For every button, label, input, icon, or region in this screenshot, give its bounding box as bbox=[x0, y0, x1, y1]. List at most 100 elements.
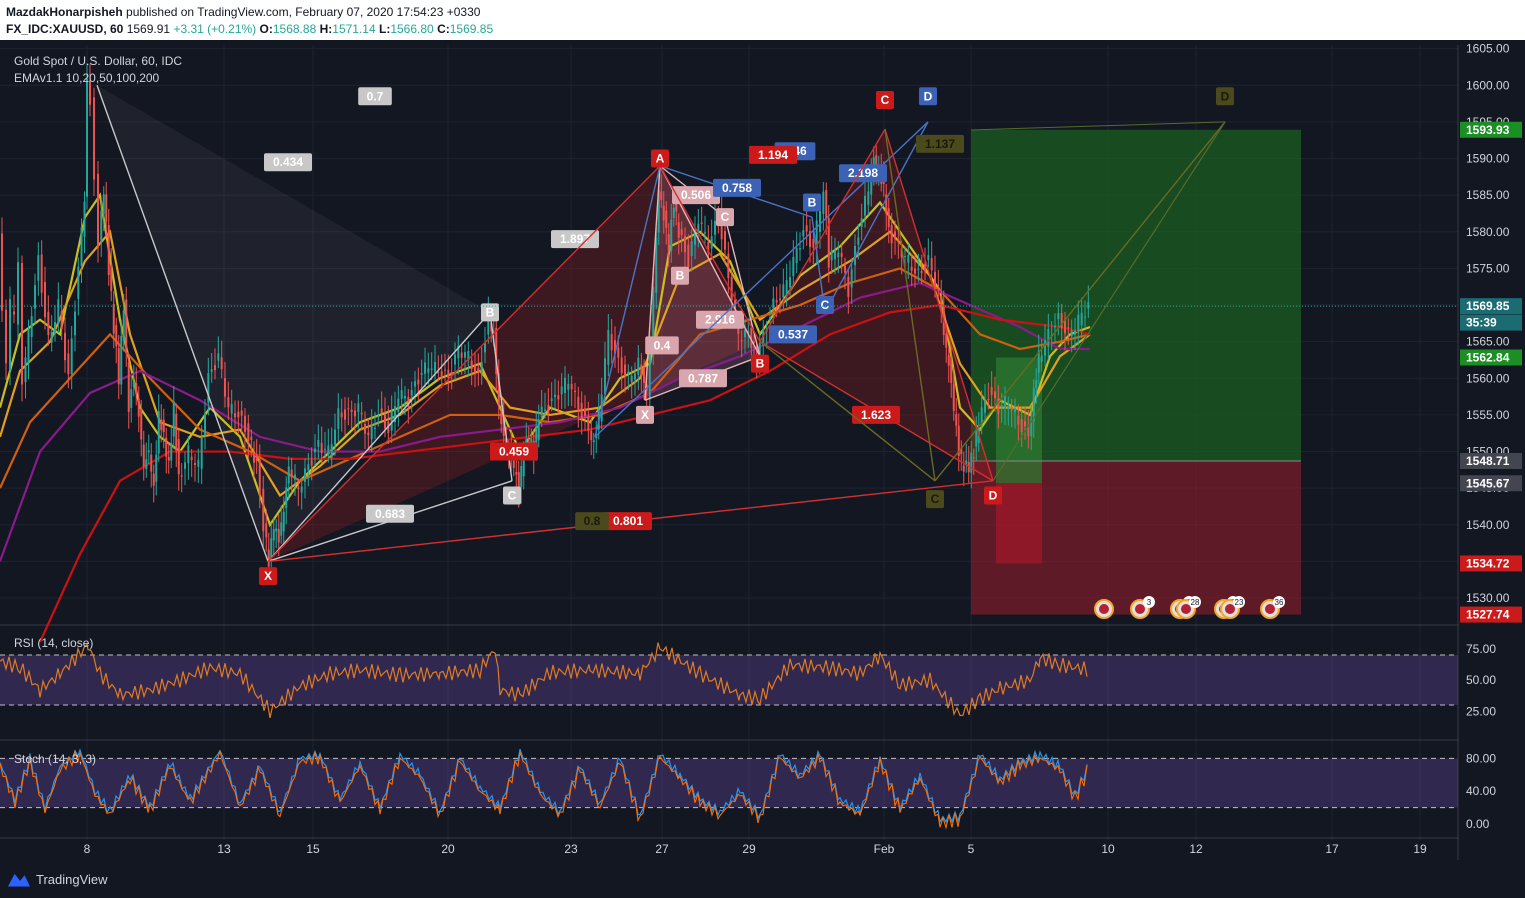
pattern-label-box bbox=[679, 369, 727, 388]
candle-body bbox=[467, 351, 470, 361]
price-label: 1545.67 bbox=[1460, 475, 1522, 492]
candle-body bbox=[5, 309, 7, 364]
candle-body bbox=[102, 194, 105, 215]
candle-body bbox=[914, 268, 916, 274]
candle-body bbox=[792, 256, 795, 277]
candle-body bbox=[957, 425, 960, 456]
candle-body bbox=[604, 358, 606, 395]
candle-body bbox=[492, 330, 495, 332]
candle-body bbox=[70, 338, 73, 375]
price-label: 1534.72 bbox=[1460, 555, 1522, 572]
pattern-label: B bbox=[803, 193, 821, 212]
pattern-label-text: 2.198 bbox=[848, 166, 878, 180]
ema-legend[interactable]: EMAv1.1 10,20,50,100,200 bbox=[14, 71, 160, 85]
candle-body bbox=[867, 191, 870, 205]
pattern-line bbox=[594, 165, 661, 438]
candle-body bbox=[40, 254, 43, 293]
candle-body bbox=[337, 408, 340, 429]
candle-body bbox=[724, 231, 726, 250]
candle-body bbox=[152, 473, 155, 486]
rsi-legend[interactable]: RSI (14, close) bbox=[14, 636, 94, 650]
pattern-label-box bbox=[852, 405, 900, 424]
candle-body bbox=[137, 398, 140, 417]
candle-body bbox=[850, 269, 853, 288]
pattern-label-box bbox=[604, 512, 652, 531]
candle-body bbox=[837, 252, 840, 258]
candle-body bbox=[727, 253, 730, 279]
candle-body bbox=[80, 227, 83, 267]
open-value: 1568.88 bbox=[272, 22, 317, 36]
candle-body bbox=[960, 448, 963, 454]
price-label-text: 1545.67 bbox=[1466, 476, 1510, 490]
candle-body bbox=[364, 423, 366, 434]
pattern-label-text: B bbox=[676, 269, 685, 283]
candle-body bbox=[805, 225, 808, 232]
candle-body bbox=[775, 300, 778, 303]
price-label: 1562.84 bbox=[1460, 349, 1522, 366]
pattern-line bbox=[96, 85, 269, 562]
pattern-line bbox=[267, 165, 661, 562]
price-label-text: 1562.84 bbox=[1466, 350, 1510, 364]
price-label-box bbox=[1460, 452, 1522, 469]
candle-body bbox=[927, 255, 930, 261]
candle-body bbox=[897, 239, 900, 243]
price-label-text: 1548.71 bbox=[1466, 454, 1510, 468]
price-chart[interactable]: 0.7 0.434 1.897 0.683 B C 0.506 2.916 0.4 0.787 B C… bbox=[0, 40, 1525, 860]
candle-body bbox=[785, 280, 788, 296]
candle-body bbox=[440, 370, 443, 379]
candle-body bbox=[258, 459, 261, 496]
pattern-line bbox=[724, 216, 761, 357]
chart-area[interactable]: 0.7 0.434 1.897 0.683 B C 0.506 2.916 0.4 0.787 B C… bbox=[0, 40, 1525, 860]
candle-body bbox=[665, 210, 668, 228]
candle-body bbox=[107, 225, 110, 276]
symbol-label[interactable]: FX_IDC:XAUUSD, 60 bbox=[6, 22, 124, 36]
high-value: 1571.14 bbox=[332, 22, 376, 36]
pattern-fill bbox=[760, 129, 993, 481]
price-tick: 1585.00 bbox=[1466, 188, 1510, 202]
candle-body bbox=[630, 375, 633, 382]
candle-body bbox=[240, 410, 243, 416]
author-name[interactable]: MazdakHonarpisheh bbox=[6, 5, 123, 19]
candle-body bbox=[44, 282, 46, 318]
pattern-label: B bbox=[751, 354, 769, 373]
candle-body bbox=[554, 394, 556, 398]
candle-body bbox=[230, 404, 233, 414]
stoch-legend[interactable]: Stoch (14, 3, 3) bbox=[14, 752, 97, 766]
candle-body bbox=[994, 391, 996, 399]
pattern-label-text: 0.683 bbox=[375, 507, 405, 521]
pattern-label-text: X bbox=[264, 569, 272, 583]
stoch-tick: 80.00 bbox=[1466, 751, 1496, 765]
candle-body bbox=[394, 406, 396, 423]
candle-body bbox=[354, 410, 356, 417]
candle-body bbox=[464, 352, 466, 358]
pattern-label-box bbox=[503, 486, 521, 505]
candle-body bbox=[815, 220, 818, 249]
price-change: +3.31 (+0.21%) bbox=[173, 22, 257, 36]
candle-body bbox=[220, 357, 223, 370]
price-tick: 1600.00 bbox=[1466, 78, 1510, 92]
candle-body bbox=[457, 345, 460, 359]
position-tools[interactable] bbox=[971, 129, 1301, 615]
candle-body bbox=[340, 412, 343, 418]
pattern-label-box bbox=[803, 193, 821, 212]
candle-body bbox=[1037, 350, 1040, 373]
time-tick: 13 bbox=[217, 842, 231, 856]
candle-body bbox=[117, 347, 120, 385]
candle-body bbox=[910, 266, 913, 271]
candle-body bbox=[74, 311, 76, 336]
candle-body bbox=[697, 223, 700, 235]
tradingview-logo[interactable]: TradingView bbox=[8, 872, 108, 887]
pattern-label-box bbox=[259, 567, 277, 586]
candle-body bbox=[707, 241, 710, 253]
candle-body bbox=[535, 426, 538, 449]
candle-body bbox=[304, 468, 306, 482]
stoch-panel bbox=[0, 748, 1458, 830]
harmonic-patterns[interactable]: 0.7 0.434 1.897 0.683 B C 0.506 2.916 0.4 0.787 B C… bbox=[96, 85, 1234, 586]
candle-body bbox=[77, 266, 80, 299]
event-badges[interactable]: 322852336 bbox=[1094, 596, 1285, 619]
candle-body bbox=[317, 439, 320, 447]
candle-body bbox=[400, 390, 403, 399]
candle-body bbox=[570, 384, 573, 390]
candle-body bbox=[648, 347, 651, 400]
candle-body bbox=[454, 354, 456, 365]
